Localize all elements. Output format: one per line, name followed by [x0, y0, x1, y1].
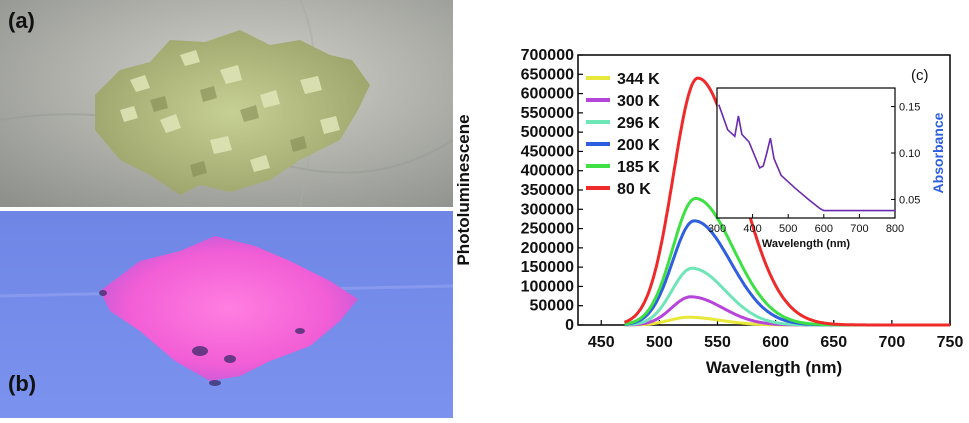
x-tick-label: 450	[588, 334, 615, 351]
y-tick-label: 300000	[521, 201, 574, 218]
y-tick-label: 200000	[521, 240, 574, 257]
x-tick-label: 500	[646, 334, 673, 351]
x-tick-label: 750	[937, 334, 964, 351]
x-tick-label: 650	[820, 334, 847, 351]
y-axis-label: Photoluminescene	[455, 114, 473, 265]
series-line	[624, 266, 950, 327]
flakes-photo	[0, 0, 453, 207]
y-tick-label: 0	[565, 317, 574, 334]
inset-x-tick-label: 300	[708, 223, 726, 235]
y-tick-label: 550000	[521, 105, 574, 122]
photo-panel-a: (a)	[0, 0, 453, 207]
y-tick-label: 100000	[521, 278, 574, 295]
legend-label: 296 K	[617, 115, 660, 132]
y-tick-label: 700000	[521, 47, 574, 64]
inset-x-tick-label: 600	[815, 223, 833, 235]
legend-label: 200 K	[617, 137, 660, 154]
inset-x-axis-label: Wavelength (nm)	[762, 238, 851, 250]
legend-label: 344 K	[617, 71, 660, 88]
legend-label: 80 K	[617, 181, 651, 198]
photo-panel-b: (b)	[0, 211, 453, 418]
y-tick-label: 350000	[521, 182, 574, 199]
inset-x-tick-label: 400	[743, 223, 761, 235]
inset-y-tick-label: 0.05	[899, 194, 920, 206]
y-tick-label: 250000	[521, 221, 574, 238]
series-line	[624, 219, 950, 327]
panel-label-c: (c)	[911, 67, 929, 84]
x-axis-label: Wavelength (nm)	[706, 358, 842, 377]
inset-x-tick-label: 800	[886, 223, 904, 235]
panel-label-a: (a)	[8, 8, 35, 33]
y-tick-label: 50000	[530, 298, 575, 315]
flakes-pile	[95, 30, 370, 195]
pl-chart: 0 50000 100000 150000 200000 250000 300000 3500…	[454, 40, 969, 418]
series-line	[623, 76, 950, 327]
panel-label-b: (b)	[8, 371, 37, 396]
y-tick-label: 150000	[521, 259, 574, 276]
y-tick-label: 400000	[521, 163, 574, 180]
inset-x-tick-label: 700	[850, 223, 868, 235]
legend-label: 185 K	[617, 159, 660, 176]
y-tick-label: 600000	[521, 86, 574, 103]
inset-frame	[716, 87, 896, 219]
x-tick-label: 600	[762, 334, 789, 351]
inset-y-axis-label: Absorbance	[930, 112, 946, 193]
glowing-pile	[100, 236, 358, 381]
legend-label: 300 K	[617, 93, 660, 110]
x-tick-label: 550	[704, 334, 731, 351]
y-tick-label: 650000	[521, 66, 574, 83]
inset-y-tick-label: 0.10	[899, 148, 920, 160]
inset-y-tick-label: 0.15	[899, 102, 920, 114]
x-tick-label: 700	[879, 334, 906, 351]
y-tick-label: 500000	[521, 124, 574, 141]
absorbance-line	[718, 104, 895, 212]
fluorescence-photo	[0, 211, 453, 418]
pl-chart-svg: 0 50000 100000 150000 200000 250000 300000 3500…	[454, 47, 964, 377]
y-tick-label: 450000	[521, 143, 574, 160]
inset-x-tick-label: 500	[779, 223, 797, 235]
